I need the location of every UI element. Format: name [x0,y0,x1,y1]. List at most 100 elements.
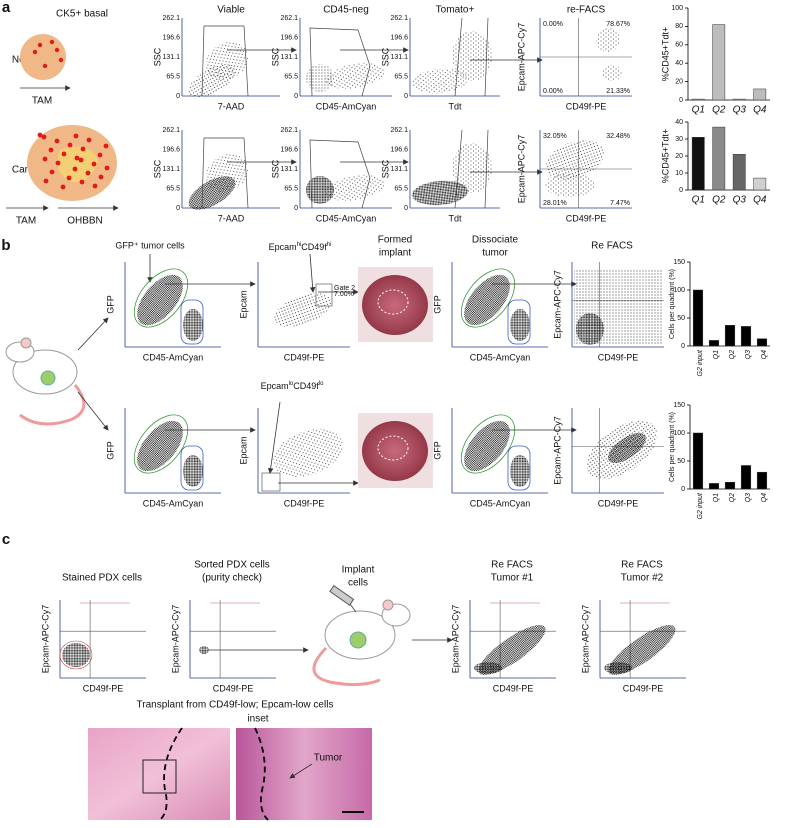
axis-label: SSC [380,47,390,66]
event-cloud [274,293,332,327]
axis-label: %CD45+Tdt+ [660,27,670,82]
cell [32,49,38,55]
gate [133,414,189,474]
label: a [2,0,11,16]
bar [692,289,704,347]
event-cloud [510,455,530,487]
y-tick-label: 40 [675,60,683,67]
gate [507,445,531,491]
event-cloud [62,643,90,667]
cell [49,169,55,175]
y-tick-label: 80 [675,23,683,30]
label: implant [379,248,411,259]
x-tick-label: Q3 [745,350,752,359]
axis-label: SSC [152,159,162,178]
y-tick-label: 0 [681,343,685,350]
event-cloud [546,140,604,180]
gate [59,640,93,670]
gate [507,299,531,345]
label: 65.5 [166,73,180,80]
tumor-label: Tumor [314,753,343,764]
bar [691,137,705,191]
x-tick-label: Q2 [729,350,736,359]
label: Tdt [448,213,462,223]
label: 196.6 [162,146,180,153]
label: Tumor #1 [491,573,534,584]
label-part: Epcam [261,381,289,391]
axis-label: Epcam-APC-Cy7 [450,605,460,674]
label: 131.1 [280,166,298,173]
syringe [329,584,355,606]
label-part: lo [289,381,294,387]
y-tick-label: 40 [675,119,683,126]
label: TAM [16,216,36,227]
bar [756,471,768,490]
event-cloud [412,180,468,206]
axis-label: Epcam-APC-Cy7 [552,270,562,339]
event-cloud [474,662,502,674]
bar [724,482,736,490]
x-tick-label: Q1 [692,195,705,206]
histology [88,728,230,820]
label: CD45-AmCyan [470,352,531,362]
event-cloud [306,176,334,204]
label: OHBBN [67,216,103,227]
label: Transplant from CD49f-low; Epcam-low cel… [137,700,334,711]
axis-label: Epcam-APC-Cy7 [40,605,50,674]
axis-label: GFP [432,441,442,460]
x-tick-label: Q3 [745,493,752,502]
label: 0 [294,205,298,212]
event-cloud [576,313,604,345]
label: Formed [378,235,412,246]
bar [732,98,746,101]
bar [756,338,768,347]
cell [78,157,84,163]
label: 131.1 [390,54,408,61]
x-tick-label: Q3 [733,105,747,116]
x-tick-label: Q4 [753,195,767,206]
cell [60,184,66,190]
cell [91,161,97,167]
event-cloud [325,175,385,201]
label: b [1,237,10,254]
cell [58,57,64,63]
gate [484,17,489,97]
cell [37,42,43,48]
bar [740,465,752,490]
mouse-tail [312,646,381,687]
cell [43,178,49,184]
gate [133,268,189,328]
label: 0 [294,93,298,100]
event-cloud [478,625,546,675]
axis-label: Cells per quadrant (%) [669,269,676,339]
axis-label: SSC [270,47,280,66]
y-tick-label: 60 [675,42,683,49]
label: Tomato+ [436,5,475,16]
arrow [289,763,313,779]
event-cloud [183,455,203,487]
label: 196.6 [390,34,408,41]
label: 262.1 [390,127,408,134]
label: re-FACS [567,5,606,16]
label-part: CD49f [293,381,319,391]
cell [98,174,104,180]
label: 28.01% [543,200,567,207]
label: 32.05% [543,133,567,140]
cell [104,165,110,171]
label: 0.00% [543,88,563,95]
label: 262.1 [162,15,180,22]
label: 21.33% [606,88,630,95]
label: Gate 2 [334,285,355,292]
label: CD45-AmCyan [143,352,204,362]
label: 196.6 [390,146,408,153]
bar [753,177,767,191]
cell [49,39,55,45]
label: CD45-AmCyan [143,498,204,508]
label: CD49f-PE [493,683,534,693]
y-tick-label: 20 [675,153,683,160]
label: c [2,531,10,548]
bar [708,340,720,347]
axis-label: Epcam-APC-Cy7 [552,416,562,485]
event-cloud [306,64,334,92]
